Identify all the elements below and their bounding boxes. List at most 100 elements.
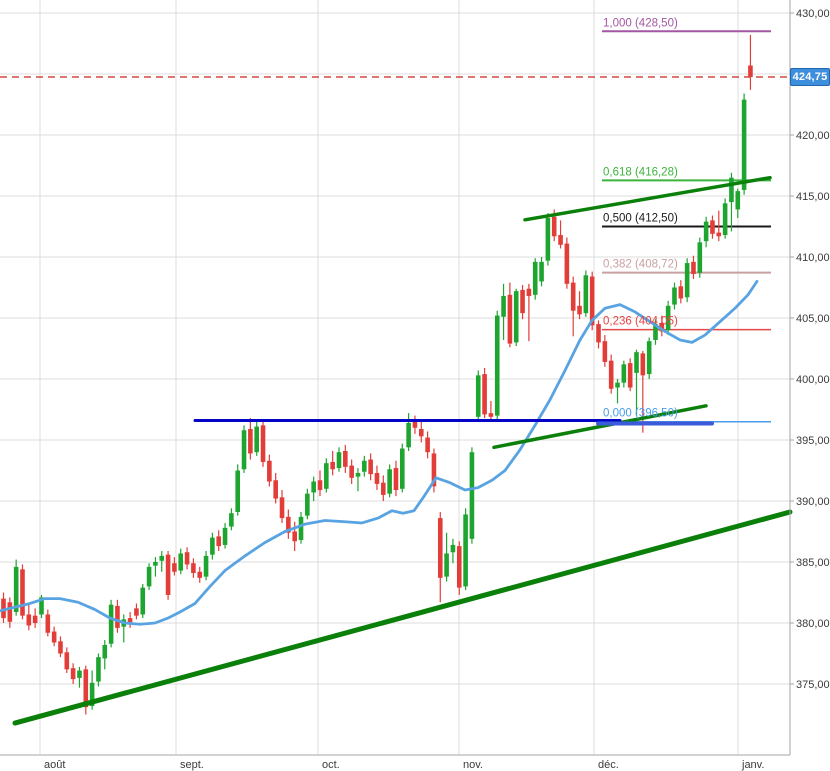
candle	[672, 282, 677, 310]
candle	[165, 551, 171, 600]
chart-surface[interactable]	[0, 0, 790, 755]
candle	[343, 444, 348, 473]
candle	[539, 257, 544, 287]
candle	[197, 566, 203, 583]
candle	[615, 379, 620, 404]
candle	[336, 447, 342, 472]
candle	[241, 425, 247, 473]
candles-layer	[1, 34, 753, 715]
candle	[260, 420, 266, 467]
candle	[494, 310, 500, 421]
candle	[513, 288, 519, 347]
candle	[697, 237, 703, 278]
candle	[108, 599, 114, 648]
candle	[665, 300, 671, 336]
candle	[374, 465, 380, 491]
candle	[450, 538, 456, 564]
candle	[115, 599, 120, 633]
trendline-wedge-lower	[492, 404, 708, 450]
candle	[45, 609, 51, 637]
candle	[437, 511, 443, 603]
moving-average-line	[0, 279, 759, 626]
candle	[349, 459, 354, 484]
x-axis-label: sept.	[180, 759, 204, 771]
candle	[153, 557, 158, 577]
y-axis-label: 405,00	[796, 313, 830, 325]
candle	[235, 464, 241, 516]
candle	[678, 280, 684, 304]
candle	[229, 508, 234, 531]
candle	[722, 198, 728, 239]
candle	[317, 470, 323, 497]
candle	[172, 557, 177, 576]
candle	[159, 551, 165, 572]
y-axis-label: 430,00	[796, 8, 830, 20]
candle	[558, 220, 563, 249]
trendline-wedge-upper	[523, 175, 772, 222]
candle	[691, 255, 696, 279]
candle	[191, 558, 196, 578]
candle	[520, 285, 525, 320]
candle	[368, 453, 373, 481]
candle	[659, 315, 665, 337]
candle	[735, 188, 741, 218]
candle	[286, 509, 291, 539]
candle	[482, 368, 487, 419]
candle	[127, 612, 133, 628]
candle	[273, 472, 278, 504]
y-axis-label: 395,00	[796, 435, 830, 447]
candle	[330, 450, 335, 476]
candle	[146, 563, 152, 591]
candle	[431, 448, 437, 493]
candle	[418, 421, 424, 443]
candle	[501, 283, 506, 340]
candle	[532, 258, 538, 300]
y-axis-label: 385,00	[796, 557, 830, 569]
fib-label-0,236: 0,236 (404,05)	[603, 316, 678, 328]
candle	[362, 455, 367, 477]
candle	[608, 354, 614, 394]
candle	[298, 511, 304, 544]
candle	[526, 283, 532, 342]
candle	[646, 337, 652, 379]
candle	[51, 626, 57, 647]
candle	[203, 551, 209, 581]
fib-label-1,000: 1,000 (428,50)	[603, 17, 678, 29]
candle	[20, 564, 25, 620]
y-axis-label: 400,00	[796, 374, 830, 386]
candle	[399, 443, 405, 493]
candle	[216, 530, 222, 552]
trendlines-layer	[12, 175, 793, 726]
candle	[324, 458, 329, 493]
candle	[355, 468, 361, 492]
y-axis-label: 390,00	[796, 496, 830, 508]
candle	[596, 320, 601, 349]
candle	[583, 270, 589, 317]
candle	[279, 490, 285, 523]
candle	[64, 647, 70, 674]
candle	[140, 583, 146, 619]
candle	[83, 665, 89, 715]
candle	[564, 237, 570, 289]
candle	[570, 276, 576, 337]
candle	[653, 319, 658, 345]
candle	[703, 216, 709, 248]
candle	[134, 603, 139, 620]
candle	[748, 34, 753, 90]
candle	[412, 415, 418, 434]
current-price-tag: 424,75	[790, 68, 830, 86]
candle	[58, 636, 63, 658]
candle	[96, 653, 101, 687]
trendline-primary-uptrend	[12, 509, 793, 726]
candle	[627, 358, 633, 392]
candle	[444, 532, 449, 582]
candle	[222, 522, 228, 549]
candle	[488, 400, 494, 422]
y-axis-label: 375,00	[796, 679, 830, 691]
y-axis-label: 415,00	[796, 191, 830, 203]
candle	[463, 508, 468, 591]
candle	[602, 335, 608, 367]
